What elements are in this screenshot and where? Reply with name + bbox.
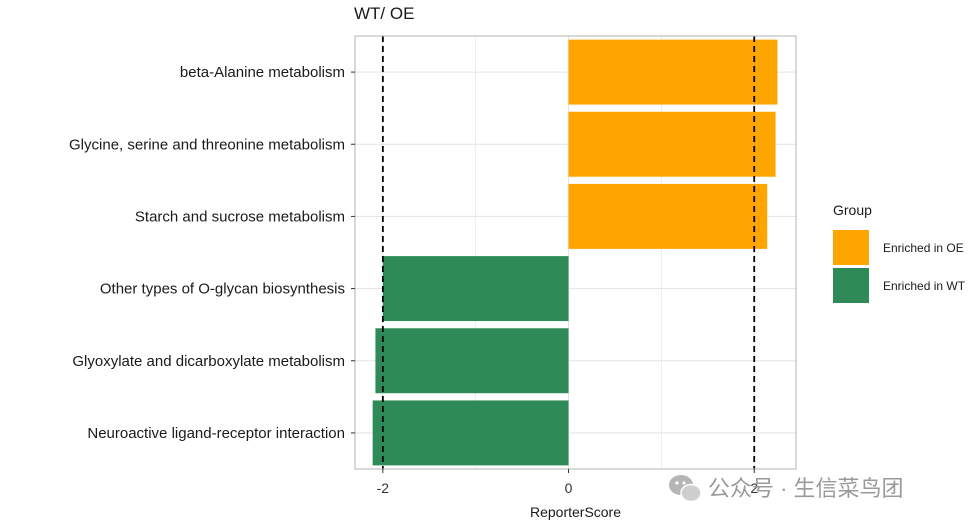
watermark: 公众号 · 生信菜鸟团 bbox=[669, 475, 904, 503]
panel-border bbox=[354, 35, 797, 470]
wechat-icon bbox=[669, 475, 702, 503]
category-label: Glycine, serine and threonine metabolism bbox=[69, 136, 345, 153]
legend-key-wt bbox=[833, 268, 869, 303]
x-tick-label: 2 bbox=[750, 480, 758, 496]
chart-title: WT/ OE bbox=[354, 4, 414, 23]
bar-other-types-of-o-glycan-biosynthesis bbox=[382, 256, 569, 322]
bar-beta-alanine-metabolism bbox=[568, 39, 778, 105]
bar-neuroactive-ligand-receptor-interaction bbox=[372, 400, 569, 466]
threshold-lines bbox=[381, 36, 756, 469]
bar-glyoxylate-and-dicarboxylate-metabolism bbox=[375, 328, 569, 394]
legend-key-oe bbox=[833, 230, 869, 265]
category-label: Other types of O-glycan biosynthesis bbox=[100, 281, 345, 298]
legend-label-wt: Enriched in WT bbox=[883, 279, 966, 293]
category-label: Glyoxylate and dicarboxylate metabolism bbox=[72, 353, 345, 370]
x-axis-ticks: -2 0 2 bbox=[377, 469, 758, 496]
category-labels: beta-Alanine metabolism Glycine, serine a… bbox=[69, 64, 355, 442]
watermark-text: 公众号 · 生信菜鸟团 bbox=[708, 476, 904, 501]
category-label: Neuroactive ligand-receptor interaction bbox=[87, 425, 345, 442]
legend-title: Group bbox=[833, 202, 872, 218]
legend-label-oe: Enriched in OE bbox=[883, 241, 964, 255]
bars bbox=[372, 39, 778, 466]
x-axis-title: ReporterScore bbox=[530, 504, 621, 520]
bar-starch-and-sucrose-metabolism bbox=[568, 183, 768, 249]
legend: Group Enriched in OE Enriched in WT bbox=[833, 202, 966, 303]
category-label: beta-Alanine metabolism bbox=[180, 64, 345, 81]
x-tick-label: 0 bbox=[565, 480, 573, 496]
x-tick-label: -2 bbox=[377, 480, 390, 496]
bar-glycine-serine-and-threonine-metabolism bbox=[568, 111, 776, 177]
category-label: Starch and sucrose metabolism bbox=[135, 208, 345, 225]
